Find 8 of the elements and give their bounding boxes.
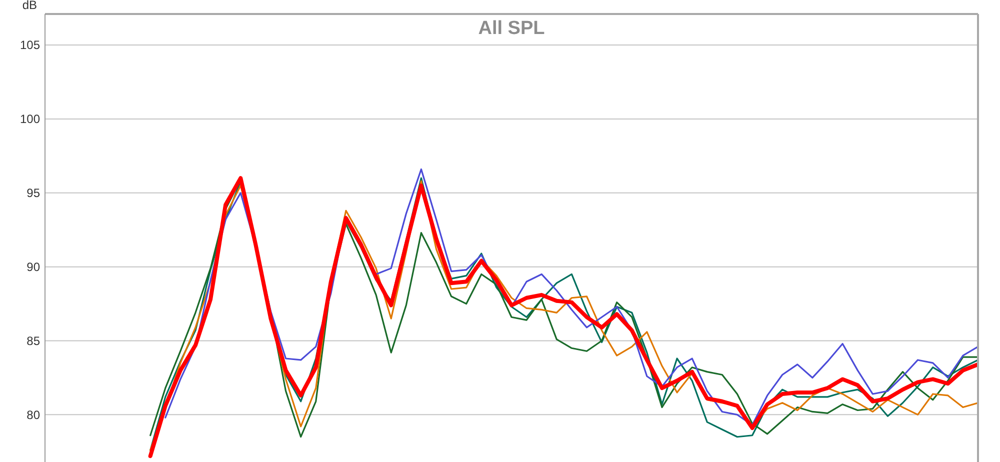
y-axis-title: dB [22,0,37,12]
y-tick-label: 80 [26,408,40,422]
y-tick-label: 95 [26,186,40,200]
y-tick-label: 105 [20,38,40,52]
y-tick-label: 85 [26,334,40,348]
y-tick-label: 90 [26,260,40,274]
chart-title: All SPL [478,18,546,39]
y-tick-label: 100 [20,112,40,126]
